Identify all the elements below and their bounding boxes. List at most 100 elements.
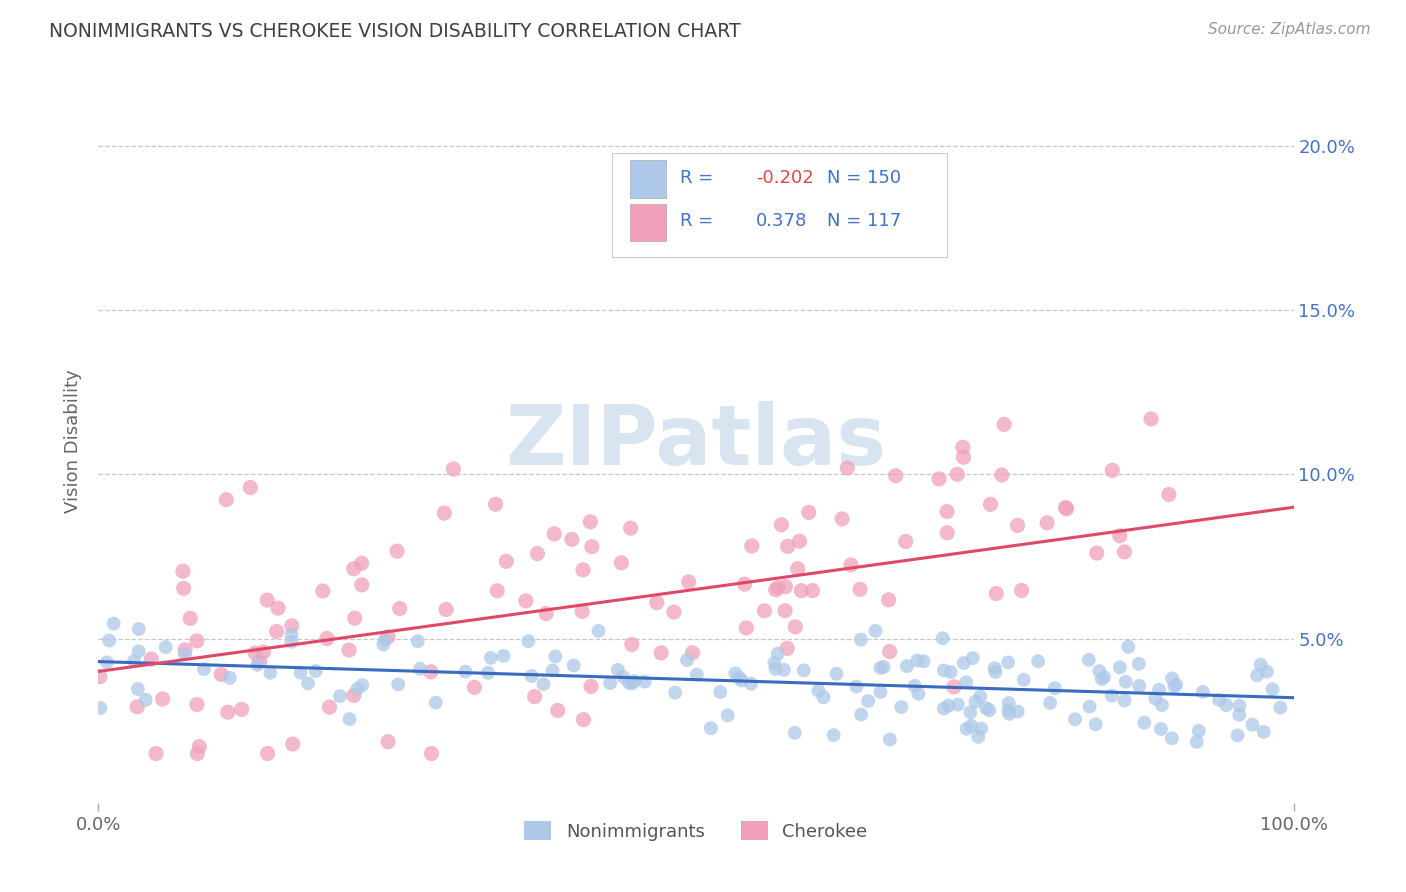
Point — [801, 583, 824, 598]
Point — [152, 692, 174, 706]
Point — [730, 673, 752, 688]
Point — [741, 539, 763, 553]
Point — [128, 644, 150, 658]
Text: N = 117: N = 117 — [827, 212, 901, 230]
Point — [98, 633, 121, 648]
Point — [938, 698, 960, 713]
Point — [1128, 657, 1150, 671]
Point — [463, 681, 485, 695]
Point — [599, 676, 621, 690]
Point — [766, 581, 789, 595]
Point — [894, 534, 917, 549]
Point — [256, 747, 278, 761]
Point — [259, 665, 281, 680]
Point — [1036, 516, 1059, 530]
Point — [579, 680, 602, 694]
Point — [547, 703, 569, 717]
Point — [186, 633, 208, 648]
Point — [484, 497, 506, 511]
Point — [339, 712, 361, 726]
Point — [486, 583, 509, 598]
Point — [856, 694, 879, 708]
Point — [823, 728, 845, 742]
Point — [1227, 707, 1250, 722]
Point — [904, 679, 927, 693]
Point — [1088, 664, 1111, 678]
Point — [127, 699, 149, 714]
Point — [572, 713, 595, 727]
Point — [217, 705, 239, 719]
Point — [1229, 698, 1251, 713]
Point — [960, 719, 983, 733]
Point — [623, 674, 645, 689]
Point — [974, 701, 997, 715]
Point — [813, 690, 835, 705]
Point — [650, 646, 672, 660]
Point — [831, 512, 853, 526]
Point — [884, 468, 907, 483]
Point — [1160, 731, 1182, 746]
Point — [337, 643, 360, 657]
Point — [946, 698, 969, 712]
Point — [645, 596, 668, 610]
Point — [492, 648, 515, 663]
Point — [588, 624, 610, 638]
Point — [1114, 545, 1136, 559]
Point — [433, 506, 456, 520]
Point — [997, 656, 1019, 670]
Point — [896, 659, 918, 673]
Point — [993, 417, 1015, 432]
Point — [709, 685, 731, 699]
Point — [267, 601, 290, 615]
Point — [1011, 583, 1033, 598]
Bar — [630, 161, 666, 198]
Point — [617, 675, 640, 690]
Point — [997, 703, 1019, 717]
Point — [581, 540, 603, 554]
Point — [1101, 463, 1123, 477]
Point — [662, 605, 685, 619]
Point — [343, 562, 366, 576]
Point — [776, 641, 799, 656]
Point — [209, 667, 232, 681]
Point — [305, 664, 328, 678]
Point — [1192, 685, 1215, 699]
Point — [728, 671, 751, 685]
Point — [877, 592, 900, 607]
Point — [1208, 693, 1230, 707]
Point — [297, 676, 319, 690]
Point — [932, 632, 955, 646]
Point — [912, 654, 935, 668]
Point — [543, 526, 565, 541]
Point — [965, 695, 987, 709]
Point — [89, 701, 111, 715]
Legend: Nonimmigrants, Cherokee: Nonimmigrants, Cherokee — [517, 814, 875, 848]
Point — [612, 670, 634, 684]
Point — [1133, 715, 1156, 730]
Point — [256, 593, 278, 607]
Point — [1163, 679, 1185, 693]
Point — [735, 621, 758, 635]
Point — [1215, 698, 1237, 713]
Point — [571, 604, 593, 618]
Point — [1012, 673, 1035, 687]
Point — [825, 666, 848, 681]
Point — [343, 689, 366, 703]
Point — [579, 515, 602, 529]
Point — [290, 665, 312, 680]
Point — [572, 563, 595, 577]
Point — [420, 747, 443, 761]
Point — [517, 634, 540, 648]
Point — [544, 649, 567, 664]
Point — [1078, 699, 1101, 714]
Point — [775, 580, 797, 594]
Point — [664, 686, 686, 700]
Point — [434, 602, 457, 616]
Point — [969, 690, 991, 704]
Point — [1077, 653, 1099, 667]
Point — [186, 698, 208, 712]
Point — [1128, 679, 1150, 693]
Point — [1101, 689, 1123, 703]
Point — [724, 666, 747, 681]
Point — [907, 687, 929, 701]
